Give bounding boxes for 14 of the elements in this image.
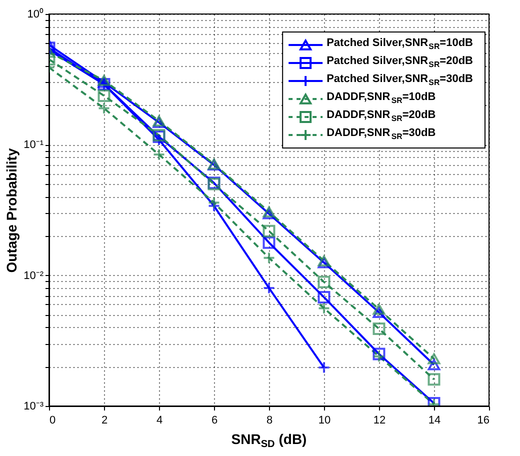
x-tick-label: 0 <box>50 414 56 426</box>
y-tick-label: 10⁻³ <box>24 400 44 412</box>
x-tick-label: 2 <box>101 414 108 426</box>
y-axis-title: Outage Probability <box>4 148 20 273</box>
y-tick-label: 10⁻² <box>24 270 44 282</box>
x-tick-label: 12 <box>373 414 386 426</box>
x-tick-label: 16 <box>477 414 490 426</box>
x-tick-label: 4 <box>156 414 163 426</box>
x-tick-label: 8 <box>266 414 273 426</box>
y-tick-label: 10⁻¹ <box>24 139 44 152</box>
y-tick-label: 10⁰ <box>27 8 44 20</box>
x-tick-label: 6 <box>211 414 218 426</box>
x-tick-label: 10 <box>318 414 331 426</box>
x-tick-label: 14 <box>428 414 441 426</box>
